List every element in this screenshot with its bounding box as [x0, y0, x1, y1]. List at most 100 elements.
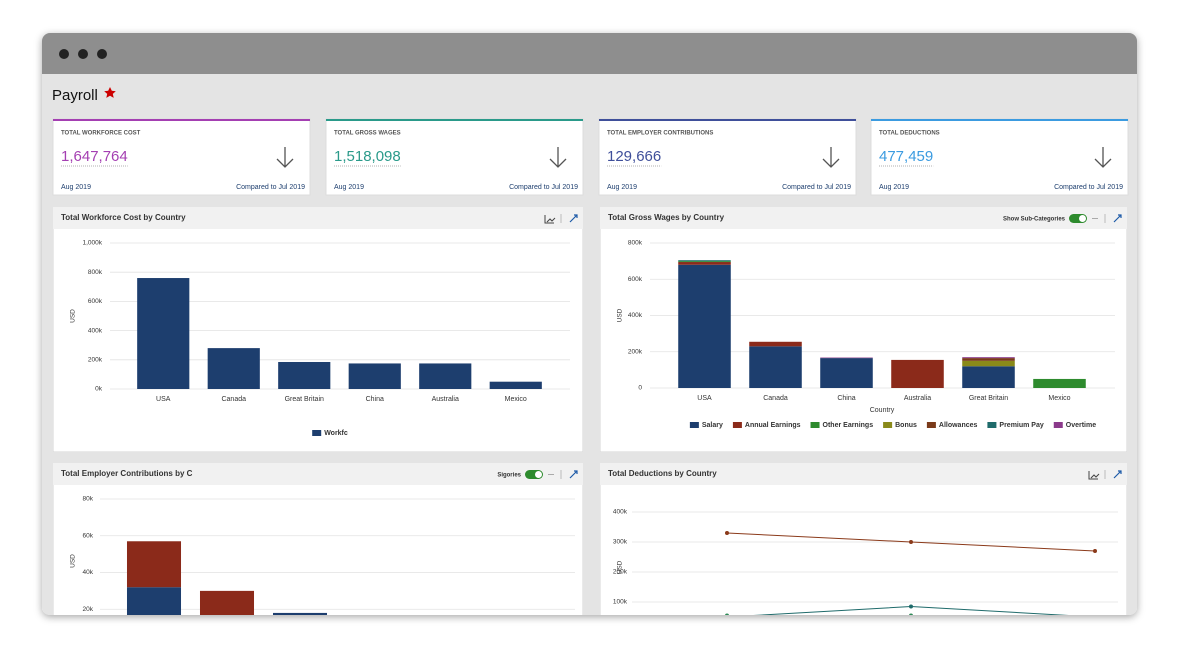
kpi-comparison: Compared to Jul 2019	[782, 184, 851, 191]
trend-arrow	[276, 147, 294, 168]
kpi-value: 477,459	[879, 148, 933, 165]
point	[1093, 615, 1097, 619]
y-tick-label: 100k	[613, 599, 628, 606]
window-dot[interactable]	[97, 49, 107, 59]
bar	[207, 348, 260, 389]
kpi-period: Aug 2019	[61, 184, 91, 191]
favorite-star[interactable]	[104, 87, 116, 98]
kpi-accent	[599, 119, 856, 121]
y-tick-label: 0	[638, 385, 642, 392]
window-dot[interactable]	[59, 49, 69, 59]
point	[1093, 549, 1097, 553]
x-tick-label: Australia	[432, 396, 459, 403]
x-tick-label: Canada	[221, 396, 246, 403]
legend-label[interactable]: Other Earnings	[823, 422, 874, 429]
kpi-comparison: Compared to Jul 2019	[1054, 184, 1123, 191]
kpi-value: 129,666	[607, 148, 661, 165]
expand-icon[interactable]	[1113, 470, 1122, 479]
expand-icon[interactable]	[569, 214, 578, 223]
panel	[53, 207, 583, 452]
chart-panel: Total Workforce Cost by Country 0k 200k 400…	[53, 207, 583, 452]
point	[909, 613, 913, 615]
chart-panel: Total Employer Contributions by C Sigorie…	[53, 463, 583, 615]
legend-swatch	[926, 422, 936, 428]
chart-panel: Total Gross Wages by Country Show Sub-Cat…	[600, 207, 1127, 452]
expand-icon[interactable]	[569, 470, 578, 479]
x-tick-label: USA	[697, 395, 712, 402]
kpi-value: 1,518,098	[334, 148, 401, 165]
bar	[678, 264, 731, 388]
panel-header	[53, 463, 583, 485]
point	[909, 604, 913, 609]
kpi-accent	[871, 119, 1128, 121]
expand-icon[interactable]	[1113, 214, 1122, 223]
window-dot[interactable]	[78, 49, 88, 59]
legend-label[interactable]: Overtime	[1066, 422, 1096, 429]
legend-swatch	[810, 422, 820, 428]
line	[727, 616, 1095, 618]
y-tick-label: 200k	[88, 357, 103, 364]
bar	[962, 358, 1015, 361]
bar	[199, 590, 255, 615]
legend-label[interactable]: Salary	[702, 422, 723, 429]
y-tick-label: 400k	[613, 509, 628, 516]
kpi-card	[598, 118, 857, 196]
bar	[137, 278, 190, 389]
y-axis-label: USD	[617, 308, 624, 322]
bar	[278, 361, 331, 389]
legend-label[interactable]: Bonus	[895, 422, 917, 429]
kpi-period: Aug 2019	[334, 184, 364, 191]
legend-label[interactable]: Workfc	[324, 430, 348, 437]
chart-type-icon[interactable]	[544, 215, 556, 224]
legend-swatch	[987, 422, 997, 428]
bar	[962, 360, 1015, 367]
y-tick-label: 1,000k	[82, 240, 102, 247]
y-tick-label: 400k	[88, 327, 103, 334]
panel-title: Total Deductions by Country	[608, 469, 717, 478]
y-tick-label: 600k	[628, 276, 643, 283]
legend-swatch	[689, 422, 699, 428]
bar	[749, 346, 802, 388]
x-tick-label: Australia	[904, 395, 931, 402]
legend-label[interactable]: Annual Earnings	[745, 422, 801, 429]
y-tick-label: 40k	[83, 569, 94, 576]
kpi-label: TOTAL EMPLOYER CONTRIBUTIONS	[607, 131, 713, 137]
legend-label[interactable]: Allowances	[939, 422, 978, 429]
toggle-label: Sigories	[497, 473, 521, 479]
x-tick-label: Mexico	[1048, 395, 1070, 402]
y-tick-label: 0k	[95, 386, 103, 393]
legend-label[interactable]: Premium Pay	[999, 422, 1043, 429]
chart-type-icon[interactable]	[1088, 471, 1100, 480]
panel-title: Total Employer Contributions by C	[61, 469, 193, 478]
toggle-knob	[1079, 215, 1086, 222]
bar	[272, 612, 328, 615]
x-tick-label: USA	[156, 396, 171, 403]
legend-swatch	[883, 422, 893, 428]
panel-header	[53, 207, 583, 229]
point	[725, 613, 729, 615]
y-tick-label: 300k	[613, 539, 628, 546]
kpi-period: Aug 2019	[879, 184, 909, 191]
y-tick-label: 400k	[628, 312, 643, 319]
legend-swatch	[1053, 422, 1063, 428]
bar	[820, 358, 873, 388]
panel-title: Total Gross Wages by Country	[608, 213, 725, 222]
toggle-knob	[535, 471, 542, 478]
y-axis-label: USD	[70, 554, 77, 568]
point	[909, 540, 913, 544]
panel-title: Total Workforce Cost by Country	[61, 213, 186, 222]
bar	[489, 381, 542, 389]
panel	[600, 463, 1127, 615]
bar	[749, 341, 802, 347]
toggle-label: Show Sub-Categories	[1003, 217, 1066, 223]
y-tick-label: 600k	[88, 298, 103, 305]
trend-arrow	[549, 147, 567, 168]
x-axis-label: Country	[870, 407, 895, 414]
bar	[678, 262, 731, 265]
bar	[419, 363, 472, 389]
x-tick-label: China	[366, 396, 384, 403]
kpi-label: TOTAL WORKFORCE COST	[61, 131, 141, 137]
legend-swatch	[732, 422, 742, 428]
